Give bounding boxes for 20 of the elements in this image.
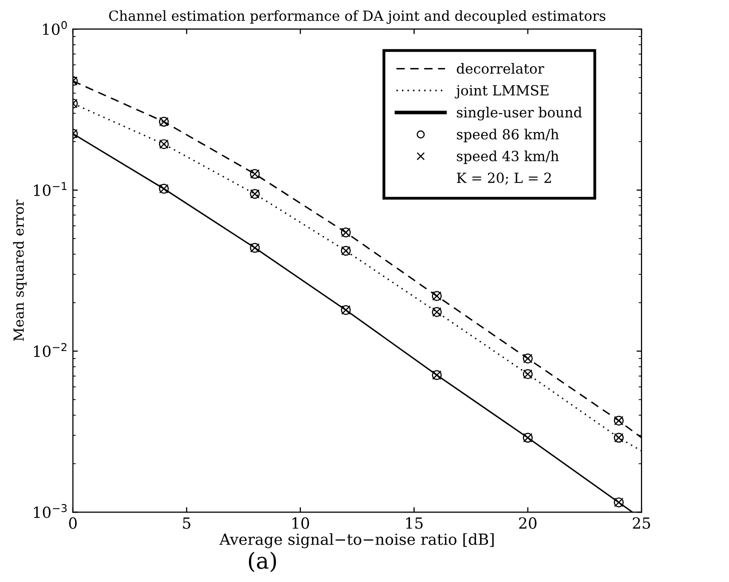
x-axis-title: Average signal−to−noise ratio [dB] — [219, 533, 494, 548]
x-tick-label: 20 — [519, 517, 536, 529]
annotation: K = 20; L = 2 — [456, 172, 551, 185]
legend-label: speed 86 km/h — [456, 128, 559, 142]
x-tick-label: 25 — [632, 517, 650, 529]
legend-label: decorrelator — [456, 63, 544, 74]
legend-label: speed 43 km/h — [456, 150, 559, 164]
y-tick-label: 10$^{−3}$ — [34, 504, 67, 518]
y-axis-title: Mean squared error — [13, 200, 27, 341]
y-tick-label: 10$^{0}$ — [43, 21, 67, 36]
legend-label: single-user bound — [456, 106, 582, 120]
x-tick-label: 10 — [292, 517, 310, 529]
y-tick-label: 10$^{−2}$ — [34, 343, 66, 358]
y-tick-label: 10$^{−1}$ — [34, 182, 66, 196]
x-tick-label: 5 — [183, 517, 190, 529]
legend-label: joint LMMSE — [454, 85, 548, 98]
chart-title: Channel estimation performance of DA joint and decoupled estimators — [109, 10, 606, 24]
x-tick-label: 0 — [69, 517, 77, 529]
text: (a) — [248, 552, 276, 572]
x-tick-label: 15 — [406, 517, 423, 529]
